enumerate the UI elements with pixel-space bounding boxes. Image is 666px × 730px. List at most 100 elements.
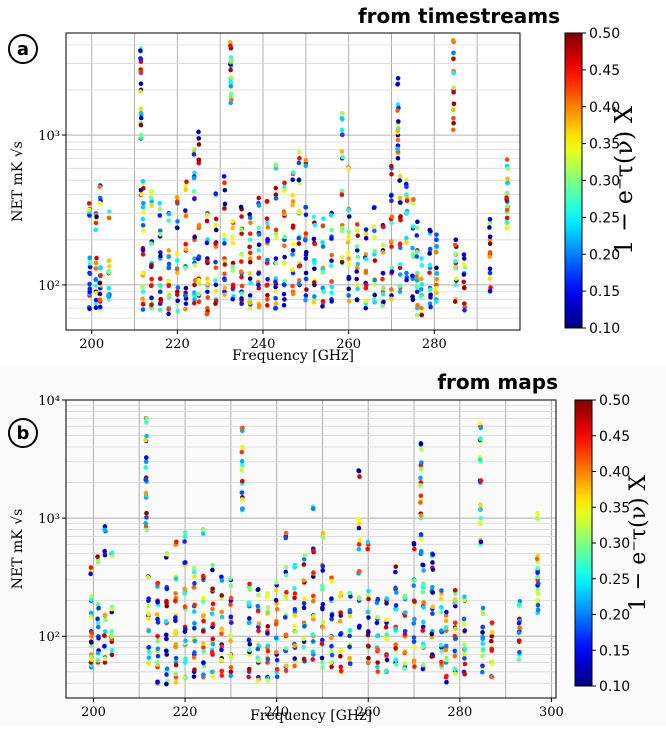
data-point: [439, 588, 444, 593]
data-point: [347, 655, 352, 661]
colorbar-tick-label: 0.30: [599, 536, 630, 552]
data-point: [384, 617, 389, 623]
data-point: [98, 272, 103, 278]
data-point: [372, 282, 378, 287]
data-point: [230, 285, 236, 290]
data-point: [363, 305, 369, 311]
data-point: [138, 89, 143, 94]
x-tick-label: 300: [539, 705, 564, 720]
data-point: [273, 192, 279, 197]
colorbar-tick-label: 0.50: [589, 26, 620, 42]
data-point: [290, 248, 296, 253]
data-point: [157, 228, 163, 234]
data-point: [311, 214, 317, 220]
data-point: [102, 612, 108, 618]
data-point: [462, 628, 468, 633]
y-axis-label: NET mK √s: [10, 509, 26, 590]
data-point: [363, 252, 369, 257]
data-point: [247, 271, 252, 276]
data-point: [163, 632, 169, 638]
data-point: [355, 254, 361, 260]
data-point: [213, 282, 219, 288]
data-point: [439, 649, 445, 654]
colorbar: [564, 32, 583, 329]
data-point: [346, 234, 351, 239]
data-point: [273, 185, 279, 191]
data-point: [89, 657, 94, 662]
data-point: [93, 227, 99, 233]
data-point: [191, 609, 197, 614]
data-point: [93, 277, 98, 282]
data-point: [462, 307, 467, 313]
data-point: [517, 598, 523, 604]
data-point: [163, 618, 169, 624]
data-point: [397, 178, 402, 183]
data-point: [192, 234, 197, 240]
data-point: [239, 301, 244, 306]
data-point: [375, 664, 380, 670]
data-point: [452, 603, 458, 609]
data-point: [173, 680, 179, 685]
data-point: [175, 270, 180, 276]
data-point: [292, 660, 298, 665]
data-point: [239, 449, 245, 455]
data-point: [89, 594, 94, 599]
data-point: [347, 633, 352, 639]
data-point: [240, 506, 245, 511]
data-point: [365, 609, 371, 615]
data-point: [283, 564, 289, 570]
data-point: [489, 633, 495, 639]
data-point: [418, 276, 424, 282]
data-point: [265, 220, 270, 226]
data-point: [97, 200, 102, 206]
data-point: [183, 247, 189, 252]
data-point: [265, 631, 270, 636]
data-point: [374, 620, 380, 626]
data-point: [412, 599, 417, 604]
data-point: [462, 594, 467, 600]
data-point: [356, 468, 361, 473]
data-point: [347, 627, 353, 633]
data-point: [106, 209, 112, 214]
data-point: [357, 537, 362, 543]
data-point: [365, 659, 371, 665]
data-point: [284, 663, 289, 668]
data-point: [204, 258, 210, 264]
data-point: [420, 624, 426, 630]
data-point: [303, 256, 309, 261]
data-point: [155, 653, 161, 659]
data-point: [354, 297, 360, 303]
data-point: [461, 252, 467, 257]
data-point: [228, 83, 234, 89]
data-point: [88, 610, 94, 616]
data-point: [273, 621, 279, 627]
data-point: [312, 266, 317, 272]
data-point: [222, 292, 227, 298]
data-point: [320, 665, 325, 670]
data-point: [282, 254, 287, 260]
data-point: [478, 539, 484, 545]
data-point: [410, 297, 416, 303]
data-point: [264, 216, 270, 221]
data-point: [290, 202, 295, 208]
data-point: [97, 291, 103, 297]
data-point: [355, 286, 360, 292]
data-point: [205, 276, 210, 281]
data-point: [418, 483, 423, 488]
data-point: [430, 567, 436, 572]
data-point: [164, 598, 169, 604]
data-point: [97, 184, 102, 190]
data-point: [480, 605, 486, 611]
data-point: [301, 601, 307, 606]
data-point: [283, 535, 289, 541]
data-point: [296, 241, 302, 246]
data-point: [247, 250, 253, 256]
data-point: [196, 254, 202, 259]
data-point: [398, 173, 403, 179]
data-point: [265, 656, 271, 662]
data-point: [356, 525, 362, 531]
data-point: [282, 188, 287, 194]
data-point: [219, 614, 225, 620]
data-point: [363, 231, 369, 236]
data-point: [219, 644, 225, 649]
